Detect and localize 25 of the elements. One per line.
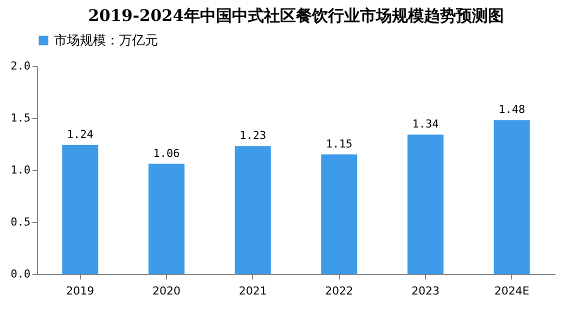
data-label: 1.48 xyxy=(498,103,526,116)
y-tick-label: 2.0 xyxy=(10,60,30,72)
y-tick-label: 0.5 xyxy=(10,216,30,228)
chart-title: 2019-2024年中国中式社区餐饮行业市场规模趋势预测图 xyxy=(88,6,504,25)
x-tick-label: 2020 xyxy=(152,284,180,298)
data-label: 1.24 xyxy=(66,128,94,142)
y-tick-label: 1.0 xyxy=(10,164,30,176)
legend-label: 市场规模：万亿元 xyxy=(54,34,158,48)
bar xyxy=(494,120,530,274)
data-label: 1.15 xyxy=(326,137,352,150)
y-tick-label: 0.0 xyxy=(10,268,30,280)
bar xyxy=(62,145,98,274)
x-tick-label: 2019 xyxy=(66,284,94,298)
bar xyxy=(234,146,271,274)
x-tick-label: 2024E xyxy=(494,284,530,298)
y-tick-label: 1.5 xyxy=(10,112,30,124)
data-label: 1.34 xyxy=(412,118,440,131)
data-label: 1.06 xyxy=(153,146,180,160)
x-tick-label: 2022 xyxy=(325,284,354,298)
x-tick-label: 2023 xyxy=(412,284,440,298)
data-label: 1.23 xyxy=(240,129,266,142)
bar xyxy=(148,164,184,274)
bar xyxy=(408,134,444,274)
bar xyxy=(321,154,358,274)
x-tick-label: 2021 xyxy=(238,284,267,298)
